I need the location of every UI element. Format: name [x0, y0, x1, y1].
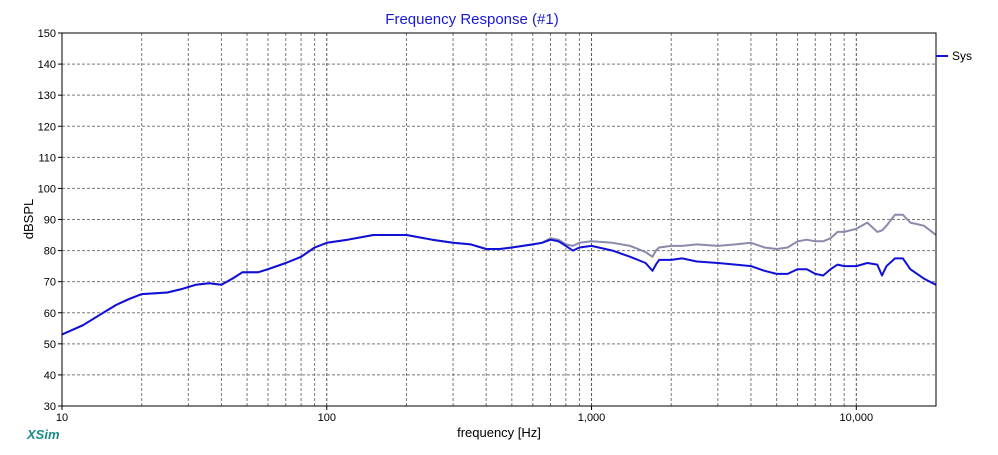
- y-tick-label: 140: [38, 59, 56, 71]
- x-tick-label: 10: [56, 412, 68, 424]
- y-tick-label: 70: [44, 277, 56, 289]
- y-tick-label: 130: [38, 90, 56, 102]
- y-tick-label: 80: [44, 246, 56, 258]
- y-tick-label: 120: [38, 121, 56, 133]
- y-tick-label: 50: [44, 339, 56, 351]
- y-tick-label: 100: [38, 183, 56, 195]
- y-tick-label: 40: [44, 370, 56, 382]
- y-axis-label: dBSPL: [21, 199, 36, 239]
- series-lines: [61, 213, 937, 336]
- x-axis-label: frequency [Hz]: [457, 425, 541, 440]
- series-line-secondary: [61, 213, 937, 336]
- grid-lines: [58, 32, 937, 410]
- x-tick-label: 1,000: [578, 412, 606, 424]
- y-tick-labels: 30 40 50 60 70 80 90 100 110 120 130 140 150: [38, 28, 56, 413]
- series-line-sys: [61, 234, 937, 336]
- legend-label-sys: Sys: [952, 49, 972, 63]
- x-tick-label: 10,000: [839, 412, 873, 424]
- xsim-brand-label: XSim: [27, 427, 60, 442]
- legend: Sys: [936, 49, 972, 63]
- y-tick-label: 90: [44, 215, 56, 227]
- x-tick-labels: 10 100 1,000 10,000: [56, 412, 873, 424]
- chart-title: Frequency Response (#1): [385, 11, 558, 28]
- y-tick-label: 60: [44, 308, 56, 320]
- y-tick-label: 150: [38, 28, 56, 40]
- y-tick-label: 110: [38, 152, 56, 164]
- plot-area-frame: [61, 32, 937, 407]
- y-tick-label: 30: [44, 401, 56, 413]
- x-tick-label: 100: [318, 412, 336, 424]
